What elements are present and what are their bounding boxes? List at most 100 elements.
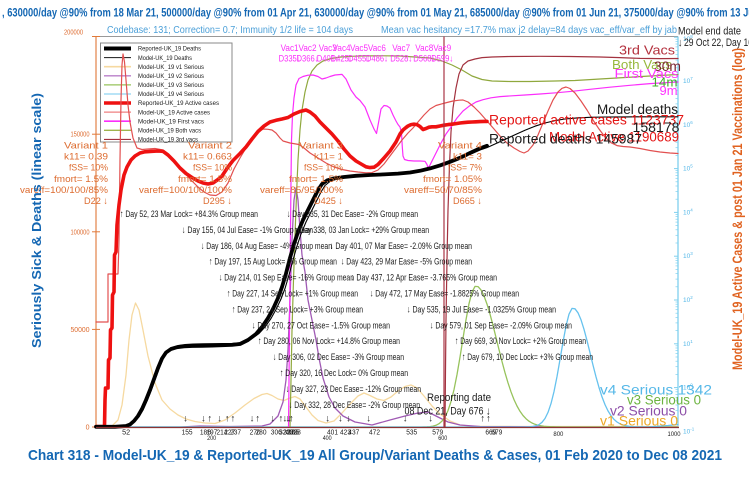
svg-text:Reported deaths 145987: Reported deaths 145987 xyxy=(489,132,642,147)
svg-text:Model-UK_19 v3 Serious: Model-UK_19 v3 Serious xyxy=(138,82,204,89)
svg-text:Model end date: Model end date xyxy=(678,26,741,38)
svg-text:↓ Day 437, 12 Apr Ease= -3.765: ↓ Day 437, 12 Apr Ease= -3.765% Group me… xyxy=(351,273,497,284)
svg-text:Vac4: Vac4 xyxy=(333,43,351,53)
svg-text:106: 106 xyxy=(683,120,693,129)
svg-text:k11= 0.663: k11= 0.663 xyxy=(183,152,232,163)
svg-text:105: 105 xyxy=(683,164,693,173)
svg-text:↑: ↑ xyxy=(231,414,236,425)
svg-text:D528↓: D528↓ xyxy=(390,54,412,64)
svg-text:306: 306 xyxy=(271,430,282,437)
svg-text:↓: ↓ xyxy=(283,414,288,425)
svg-text:600: 600 xyxy=(438,436,448,442)
svg-text:D455↓: D455↓ xyxy=(348,54,370,64)
svg-text:↑: ↑ xyxy=(480,414,485,425)
svg-text:102: 102 xyxy=(683,295,693,304)
svg-text:423: 423 xyxy=(340,430,351,437)
svg-text:Reported active cases 1123737: Reported active cases 1123737 xyxy=(489,113,684,128)
svg-text:↑: ↑ xyxy=(208,414,213,425)
svg-text:270: 270 xyxy=(250,430,261,437)
svg-text:3rd Vacs: 3rd Vacs xyxy=(619,43,676,58)
svg-text:v4 Serious 1342: v4 Serious 1342 xyxy=(600,383,712,398)
svg-text:103: 103 xyxy=(683,251,693,260)
svg-text:↓ Day 535, 19 Jul Ease= -1.032: ↓ Day 535, 19 Jul Ease= -1.0325% Group m… xyxy=(407,304,556,315)
svg-text:Model-UK_19 Deaths: Model-UK_19 Deaths xyxy=(138,55,192,62)
svg-text:fSS= 7%: fSS= 7% xyxy=(448,163,483,174)
svg-text:vareff=50/70/85%: vareff=50/70/85% xyxy=(404,185,483,196)
svg-text:↓: ↓ xyxy=(325,414,330,425)
svg-text:Reporting date: Reporting date xyxy=(427,392,491,404)
svg-text:↓: ↓ xyxy=(403,414,408,425)
svg-text:108: 108 xyxy=(683,34,693,43)
svg-text:↑: ↑ xyxy=(255,414,260,425)
svg-text:fmort= 1.5%: fmort= 1.5% xyxy=(54,174,109,185)
svg-text:Variant 3: Variant 3 xyxy=(299,141,343,152)
svg-text:↓: ↓ xyxy=(346,414,351,425)
svg-text:↑ Day 227, 14 Sep Lock= +1% Gr: ↑ Day 227, 14 Sep Lock= +1% Group mean xyxy=(227,289,358,300)
svg-text:Reported-UK_19 Deaths: Reported-UK_19 Deaths xyxy=(138,46,201,53)
svg-text:Variant 1: Variant 1 xyxy=(64,141,108,152)
svg-text:↓ Day 306, 02 Dec Ease= -3% Gr: ↓ Day 306, 02 Dec Ease= -3% Group mean xyxy=(273,352,404,363)
svg-text:186: 186 xyxy=(200,430,211,437)
svg-text:k11= 3: k11= 3 xyxy=(453,152,482,163)
svg-text:↓: ↓ xyxy=(338,414,343,425)
svg-text:327: 327 xyxy=(283,430,294,437)
svg-text:0: 0 xyxy=(86,425,90,432)
svg-text:v2 Serious 0: v2 Serious 0 xyxy=(610,404,687,419)
svg-text:fmort= 1.05%: fmort= 1.05% xyxy=(423,174,483,185)
svg-text:Model-UK_19 First vacs: Model-UK_19 First vacs xyxy=(138,118,204,125)
svg-text:214: 214 xyxy=(217,430,228,437)
svg-text:800: 800 xyxy=(553,431,563,438)
svg-text:↑: ↑ xyxy=(289,414,294,425)
svg-text:D401↓: D401↓ xyxy=(317,54,339,64)
svg-text:107: 107 xyxy=(683,76,693,85)
svg-text:Model Active 1190689: Model Active 1190689 xyxy=(549,130,679,145)
svg-text:↓: ↓ xyxy=(183,414,188,425)
svg-text:Both Vacs: Both Vacs xyxy=(612,57,673,72)
svg-text:401: 401 xyxy=(327,430,338,437)
svg-text:D665 ↓: D665 ↓ xyxy=(453,196,482,207)
svg-text:fSS= 10%: fSS= 10% xyxy=(304,163,344,174)
svg-text:D366↓: D366↓ xyxy=(297,54,319,64)
svg-text:↓ Day 401, 07 Mar Ease= -2.09%: ↓ Day 401, 07 Mar Ease= -2.09% Group mea… xyxy=(330,241,472,252)
svg-text:197: 197 xyxy=(206,430,217,437)
svg-text:↓ Day 423, 29 Mar Ease= -5% Gr: ↓ Day 423, 29 Mar Ease= -5% Group mean xyxy=(341,257,472,268)
svg-text:9m: 9m xyxy=(660,83,678,98)
svg-text:100000: 100000 xyxy=(71,229,90,236)
svg-text:↓ 29 Oct 22, Day 10: ↓ 29 Oct 22, Day 10 xyxy=(678,37,749,49)
svg-text:↓: ↓ xyxy=(201,414,206,425)
svg-text:↓ Day 335, 31 Dec Ease= -2% Gr: ↓ Day 335, 31 Dec Ease= -2% Group mean xyxy=(287,209,418,220)
svg-text:↑ Day 338, 03 Jan Lock= +29% G: ↑ Day 338, 03 Jan Lock= +29% Group mean xyxy=(294,225,429,236)
svg-text:Model-UK_19 Active Cases & pos: Model-UK_19 Active Cases & post 01 Jan 2… xyxy=(730,48,745,370)
svg-text:Model-UK_19 Both vacs: Model-UK_19 Both vacs xyxy=(138,128,201,135)
svg-text:fmort= 1.5%: fmort= 1.5% xyxy=(178,174,233,185)
svg-text:100: 100 xyxy=(683,383,693,392)
svg-text:↑ Day 237, 24 Sep Lock= +3% Gr: ↑ Day 237, 24 Sep Lock= +3% Group mean xyxy=(232,304,363,315)
svg-text:400: 400 xyxy=(323,436,333,442)
svg-text:k11= 0.39: k11= 0.39 xyxy=(64,152,108,163)
svg-text:↓ Day 332, 28 Dec Ease= -2% Gr: ↓ Day 332, 28 Dec Ease= -2% Group mean xyxy=(289,400,420,411)
svg-text:Chart 318 - Model-UK_19 & Repo: Chart 318 - Model-UK_19 & Reported-UK_19… xyxy=(28,447,722,464)
svg-text:↑ Day 669, 30 Nov Lock= +2% Gr: ↑ Day 669, 30 Nov Lock= +2% Group mean xyxy=(455,336,586,347)
svg-text:Vac6: Vac6 xyxy=(368,43,386,53)
svg-text:14m: 14m xyxy=(652,75,678,90)
svg-text:Variant 4: Variant 4 xyxy=(438,141,482,152)
svg-text:Model-UK_19 v2 Serious: Model-UK_19 v2 Serious xyxy=(138,73,204,80)
svg-text:vareff=100/100/85%: vareff=100/100/85% xyxy=(20,185,109,196)
svg-text:Vac9: Vac9 xyxy=(433,43,451,53)
svg-text:669: 669 xyxy=(485,430,496,437)
svg-text:↓: ↓ xyxy=(287,414,292,425)
svg-text:Model-UK_19 Active cases: Model-UK_19 Active cases xyxy=(138,109,210,116)
svg-text:320: 320 xyxy=(279,430,290,437)
svg-text:↓: ↓ xyxy=(217,414,222,425)
svg-text:↓ Day 270, 27 Oct Ease= -1.5%: ↓ Day 270, 27 Oct Ease= -1.5% Group mean xyxy=(252,320,390,331)
svg-text:155: 155 xyxy=(182,430,193,437)
svg-text:↑: ↑ xyxy=(486,414,491,425)
svg-text:Codebase: 131; Correction= 0.7: Codebase: 131; Correction= 0.7; Immunity… xyxy=(107,24,353,36)
svg-text:↓: ↓ xyxy=(366,414,371,425)
svg-text:D486↓: D486↓ xyxy=(366,54,388,64)
svg-text:227: 227 xyxy=(224,430,235,437)
svg-text:Model-UK_19 v1 Serious: Model-UK_19 v1 Serious xyxy=(138,64,204,71)
svg-text:v1 Serious 0: v1 Serious 0 xyxy=(600,414,678,429)
svg-text:Mean vac hesitancy =17.7% max: Mean vac hesitancy =17.7% max j2 delay=8… xyxy=(381,24,677,36)
svg-text:Vac2: Vac2 xyxy=(299,43,317,53)
